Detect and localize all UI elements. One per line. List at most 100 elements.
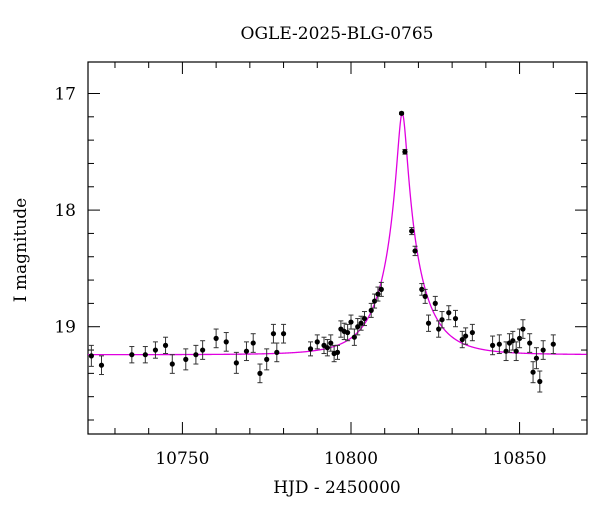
data-point-group (527, 333, 533, 353)
data-point (530, 369, 536, 375)
data-point-group (496, 334, 502, 355)
y-tick-label: 17 (54, 84, 76, 104)
y-axis-label: I magnitude (11, 198, 31, 302)
data-point-group (361, 311, 368, 327)
data-point-group (520, 319, 526, 339)
data-point (432, 300, 438, 306)
data-point (446, 310, 452, 316)
data-point-group (446, 305, 452, 321)
data-point (334, 349, 341, 355)
data-point (516, 335, 523, 341)
data-point (88, 353, 94, 359)
y-tick-label: 18 (54, 201, 76, 221)
data-point-group (513, 341, 519, 362)
data-point-group (537, 370, 543, 393)
data-point (402, 149, 408, 155)
data-point-group (274, 342, 280, 363)
plot-border (87, 61, 588, 435)
data-point-group (200, 340, 206, 360)
data-point (213, 335, 219, 341)
data-point-group (436, 320, 442, 338)
data-point (358, 320, 364, 326)
model-curve-layer (88, 112, 587, 356)
data-point (152, 347, 159, 353)
data-point-group (348, 314, 354, 330)
data-point (142, 352, 148, 358)
x-axis: 10750 10800 10850 (114, 62, 588, 469)
data-points-layer (88, 110, 556, 393)
data-point-group (142, 346, 148, 364)
data-point-group (398, 110, 405, 116)
data-point-group (550, 334, 556, 355)
data-point (469, 329, 475, 336)
data-point-group (280, 323, 287, 344)
data-point-group (152, 341, 159, 359)
data-point (436, 326, 442, 332)
data-point (183, 356, 189, 362)
data-point-group (368, 302, 374, 318)
data-point-group (270, 323, 277, 344)
data-point-group (162, 336, 169, 355)
data-point-group (469, 323, 475, 342)
data-point (513, 348, 519, 354)
data-point (439, 317, 445, 323)
data-point (250, 340, 256, 346)
data-point (422, 293, 428, 299)
data-point-group (243, 341, 250, 362)
data-point (452, 315, 459, 322)
data-point (409, 228, 415, 234)
data-point-group (422, 288, 428, 304)
data-point-group (371, 293, 378, 309)
y-tick-label: 19 (54, 318, 76, 338)
data-point (129, 352, 135, 358)
data-point (351, 334, 357, 340)
x-tick-label: 10800 (324, 449, 378, 469)
data-point (398, 110, 405, 116)
data-point (193, 352, 199, 358)
data-point (280, 331, 287, 337)
data-point (489, 342, 496, 348)
data-point (223, 339, 229, 345)
data-point-group (264, 348, 270, 371)
data-point-group (314, 334, 320, 350)
data-point (412, 248, 418, 254)
data-point (314, 339, 320, 345)
data-point (274, 349, 280, 355)
data-point (361, 315, 368, 322)
data-point-group (489, 335, 496, 356)
data-point-group (452, 309, 459, 328)
data-point (375, 291, 381, 297)
data-point-group (334, 344, 341, 360)
data-point-group (257, 363, 263, 384)
data-point-group (324, 339, 330, 357)
data-point-group (98, 355, 105, 376)
data-point-group (193, 344, 199, 365)
data-point-group (183, 348, 189, 371)
data-point (527, 340, 533, 346)
data-point-group (213, 328, 219, 349)
data-point-group (307, 341, 314, 357)
data-point-group (463, 327, 469, 345)
data-point (324, 345, 330, 351)
data-point (243, 348, 250, 354)
data-point-group (530, 361, 536, 384)
data-point (371, 298, 378, 304)
x-tick-label: 10750 (155, 449, 209, 469)
data-point (496, 341, 502, 347)
data-point (459, 336, 465, 343)
data-point (503, 348, 509, 354)
data-point-group (351, 328, 357, 346)
plot-frame (87, 61, 588, 435)
y-axis: 17 18 19 (54, 84, 587, 421)
x-axis-label: HJD - 2450000 (273, 478, 401, 498)
data-point-group (345, 323, 351, 342)
data-point-group (439, 311, 445, 329)
data-point (200, 347, 206, 353)
data-point-group (419, 283, 425, 296)
data-point (537, 378, 543, 385)
data-point-group (250, 333, 256, 353)
data-point (378, 286, 384, 292)
data-point-group (378, 281, 384, 297)
data-point (463, 333, 469, 339)
